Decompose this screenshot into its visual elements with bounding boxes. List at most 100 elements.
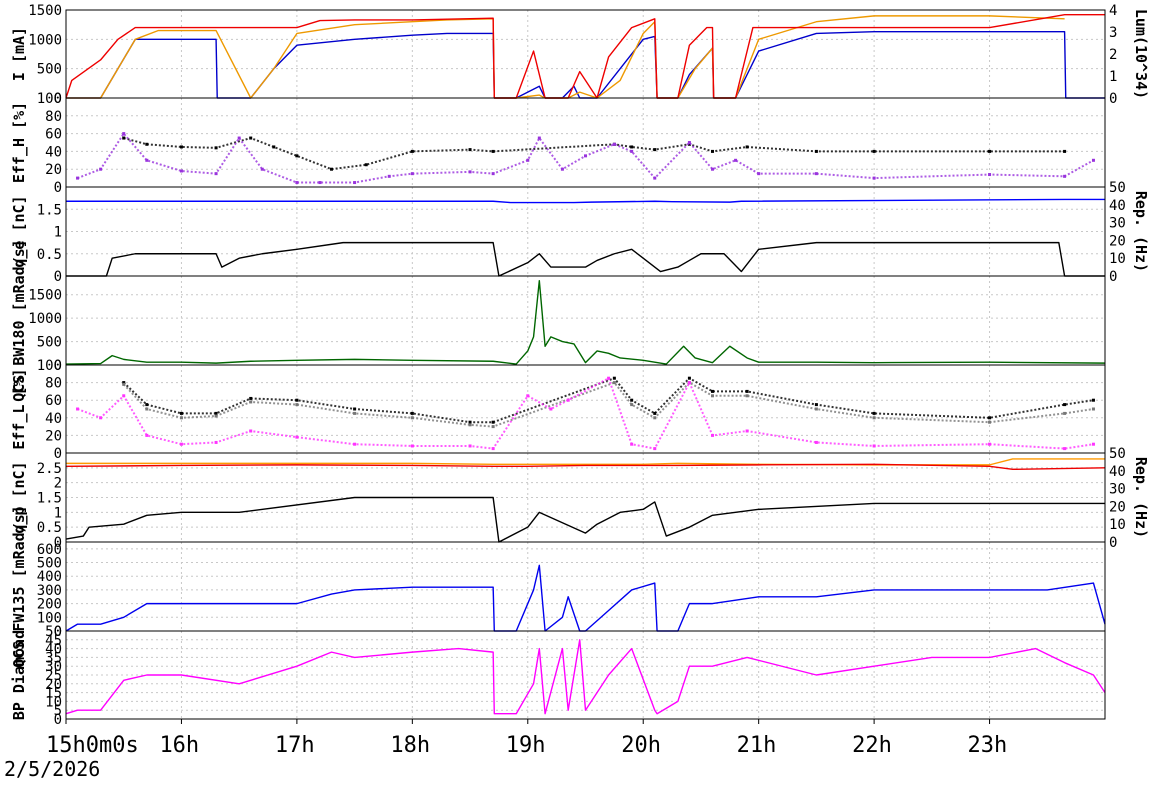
y2-tick-label: 50 <box>1109 446 1126 462</box>
series-line <box>122 381 1094 428</box>
data-point <box>872 411 876 415</box>
y-tick-label: 400 <box>37 569 62 585</box>
y2-tick-label: 10 <box>1109 251 1126 267</box>
y-tick-label: 25 <box>45 668 62 684</box>
y-tick-label: 0.5 <box>37 520 62 536</box>
data-point <box>526 394 530 398</box>
y-tick-label: 500 <box>37 556 62 572</box>
data-point <box>612 381 616 385</box>
date-label: 2/5/2026 <box>4 757 100 781</box>
y2-axis-label: Rep. (Hz) <box>1132 191 1150 272</box>
data-point <box>410 149 414 153</box>
data-point <box>353 442 357 446</box>
data-point <box>745 389 749 393</box>
series-line <box>65 496 1105 543</box>
y-tick-label: 0.5 <box>37 247 62 263</box>
y2-tick-label: 3 <box>1109 25 1117 41</box>
data-point <box>295 398 299 402</box>
data-point <box>410 172 414 176</box>
y2-tick-label: 30 <box>1109 482 1126 498</box>
y2-tick-label: 20 <box>1109 233 1126 249</box>
data-point <box>1063 411 1067 415</box>
data-point <box>179 411 183 415</box>
panel-frame <box>65 97 1106 188</box>
y-tick-label: 5 <box>54 703 62 719</box>
data-point <box>260 167 264 171</box>
data-point <box>988 420 992 424</box>
y-tick-label: 0 <box>54 535 62 551</box>
y-tick-label: 40 <box>45 411 62 427</box>
series-line <box>66 198 1105 204</box>
series-line <box>66 458 1105 466</box>
panel-frame <box>65 9 1106 99</box>
data-point <box>988 149 992 153</box>
panel-0: 0 500 1000 1500 0 1 2 3 4 I [mA] Lum(10^34) <box>10 3 1150 107</box>
series-line <box>77 131 1094 184</box>
y-tick-label: 500 <box>37 335 62 351</box>
data-point <box>745 394 749 398</box>
y2-tick-label: 20 <box>1109 499 1126 515</box>
data-point <box>318 181 322 185</box>
data-point <box>145 142 149 146</box>
y-tick-label: 50 <box>45 624 62 640</box>
y-tick-label: 600 <box>37 542 62 558</box>
y-tick-label: 1500 <box>28 3 62 19</box>
y-tick-label: 30 <box>45 659 62 675</box>
y-tick-label: 0 <box>54 180 62 196</box>
data-point <box>537 136 541 140</box>
y-tick-label: 80 <box>45 109 62 125</box>
data-point <box>410 411 414 415</box>
y-tick-label: 20 <box>45 162 62 178</box>
y-tick-label: 100 <box>37 91 62 107</box>
data-point <box>179 442 183 446</box>
y-tick-label: 45 <box>45 633 62 649</box>
y-tick-label: 0 <box>54 624 62 640</box>
series-line <box>123 136 1065 171</box>
series-line <box>123 376 1094 424</box>
data-point <box>491 149 495 153</box>
y-tick-label: 20 <box>45 677 62 693</box>
data-point <box>630 403 634 407</box>
series-line <box>65 463 1106 471</box>
y-tick-label: 1 <box>54 505 62 521</box>
data-point <box>179 169 183 173</box>
data-point <box>687 381 691 385</box>
y-tick-label: 35 <box>45 650 62 666</box>
data-point <box>330 167 334 171</box>
x-tick-label: 16h <box>159 733 199 758</box>
y2-tick-label: 2 <box>1109 47 1117 63</box>
data-point <box>214 411 218 415</box>
y-tick-label: 60 <box>45 127 62 143</box>
y2-tick-label: 4 <box>1109 3 1117 19</box>
y2-tick-label: 0 <box>1109 535 1117 551</box>
series-line <box>65 279 1106 365</box>
x-tick-label: 20h <box>621 733 661 758</box>
y-axis-label: q_p [nC] <box>10 461 28 533</box>
data-point <box>145 403 149 407</box>
data-point <box>988 416 992 420</box>
data-point <box>734 158 738 162</box>
data-point <box>410 444 414 448</box>
data-point <box>295 154 299 158</box>
data-point <box>814 172 818 176</box>
y-axis-label: QCS FW135 [mRad/s] <box>10 505 28 668</box>
y-tick-label: 40 <box>45 642 62 658</box>
y-tick-label: 0 <box>54 269 62 285</box>
series-line <box>65 564 1106 632</box>
data-point <box>653 411 657 415</box>
y-tick-label: 1000 <box>28 32 62 48</box>
y-tick-label: 40 <box>45 144 62 160</box>
data-point <box>122 132 126 136</box>
panel-frame <box>65 630 1106 720</box>
y-tick-label: 100 <box>37 610 62 626</box>
data-point <box>249 396 253 400</box>
y-tick-label: 300 <box>37 583 62 599</box>
y2-tick-label: 0 <box>1109 269 1117 285</box>
data-point <box>612 142 616 146</box>
y-tick-label: 1.5 <box>37 202 62 218</box>
y-tick-label: 0 <box>54 446 62 462</box>
